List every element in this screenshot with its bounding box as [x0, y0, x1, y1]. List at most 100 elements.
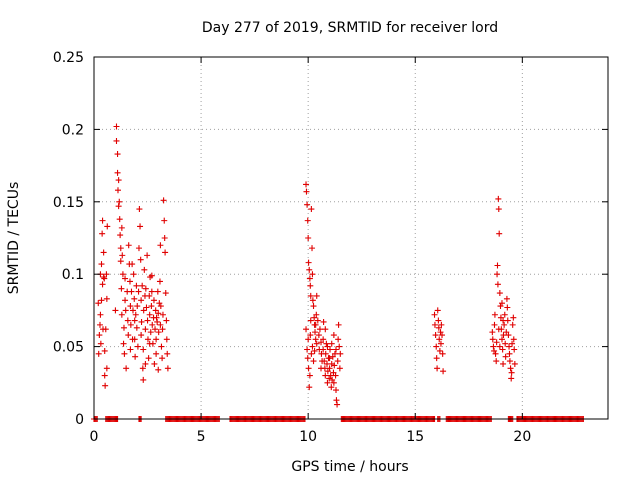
data-point: [116, 198, 123, 205]
data-point: [313, 311, 320, 318]
data-point: [153, 350, 160, 357]
data-point: [333, 346, 340, 353]
x-tick-label: 5: [197, 429, 206, 445]
data-point: [312, 329, 319, 336]
axes: 0 0.05 0.1 0.15 0.2 0.25 0 5 10 15 20: [53, 50, 609, 445]
data-point: [305, 259, 312, 266]
data-point: [505, 332, 512, 339]
data-point: [493, 358, 500, 365]
data-point: [336, 365, 343, 372]
data-point: [511, 346, 518, 353]
data-point: [303, 326, 310, 333]
data-point: [114, 151, 121, 158]
data-point: [158, 343, 165, 350]
data-point: [157, 303, 164, 310]
data-point: [122, 297, 129, 304]
data-point: [326, 365, 333, 372]
data-point: [321, 358, 328, 365]
data-points: [91, 123, 587, 422]
data-point: [307, 317, 314, 324]
data-point: [506, 343, 513, 350]
data-point: [313, 340, 320, 347]
y-tick-label: 0.25: [53, 50, 84, 66]
data-point: [97, 311, 104, 318]
data-point: [147, 329, 154, 336]
data-point: [98, 297, 105, 304]
data-point: [146, 340, 153, 347]
data-point: [120, 340, 127, 347]
data-point: [310, 358, 317, 365]
data-point: [337, 350, 344, 357]
data-point: [307, 332, 314, 339]
data-point: [125, 332, 132, 339]
data-point: [498, 300, 505, 307]
data-point: [509, 340, 516, 347]
data-point: [101, 372, 108, 379]
data-point: [501, 311, 508, 318]
data-point: [104, 223, 111, 230]
data-point: [145, 355, 152, 362]
data-point: [101, 347, 108, 354]
data-point: [308, 206, 315, 213]
data-point: [494, 262, 501, 269]
data-point: [490, 343, 497, 350]
data-point: [305, 365, 312, 372]
data-point: [323, 340, 330, 347]
data-point: [322, 372, 329, 379]
data-point: [307, 292, 314, 299]
data-point: [127, 303, 134, 310]
x-tick-label: 0: [90, 429, 99, 445]
data-point: [156, 300, 163, 307]
data-point: [334, 358, 341, 365]
data-point: [123, 365, 130, 372]
data-point: [140, 346, 147, 353]
data-point: [127, 346, 134, 353]
data-point: [328, 360, 335, 367]
data-point: [146, 311, 153, 318]
data-point: [432, 332, 439, 339]
y-tick-label: 0: [75, 412, 84, 428]
data-point: [128, 288, 135, 295]
data-point: [96, 321, 103, 328]
data-point: [434, 365, 441, 372]
data-point: [309, 271, 316, 278]
data-point: [489, 329, 496, 336]
data-point: [433, 355, 440, 362]
data-point: [489, 336, 496, 343]
data-point: [496, 230, 503, 237]
data-point: [436, 336, 443, 343]
data-point: [160, 197, 167, 204]
data-point: [144, 252, 151, 259]
data-point: [132, 311, 139, 318]
data-point: [511, 360, 518, 367]
y-tick-label: 0.1: [62, 267, 84, 283]
data-point: [152, 326, 159, 333]
data-point: [136, 206, 143, 213]
data-point: [491, 347, 498, 354]
data-point: [157, 321, 164, 328]
data-point: [500, 317, 507, 324]
data-point: [506, 350, 513, 357]
data-point: [99, 230, 106, 237]
data-point: [151, 360, 158, 367]
data-point: [152, 307, 159, 314]
data-point: [335, 321, 342, 328]
data-point: [148, 272, 155, 279]
data-point: [320, 318, 327, 325]
x-tick-label: 20: [513, 429, 531, 445]
data-point: [103, 295, 110, 302]
data-point: [499, 346, 506, 353]
data-point: [126, 278, 133, 285]
data-point: [101, 275, 108, 282]
data-point: [115, 177, 122, 184]
data-point: [491, 311, 498, 318]
data-point: [496, 343, 503, 350]
data-point: [154, 318, 161, 325]
data-point: [130, 271, 137, 278]
data-point: [142, 326, 149, 333]
plot-frame: [93, 56, 609, 420]
data-point: [154, 288, 161, 295]
data-point: [304, 217, 311, 224]
data-point: [328, 340, 335, 347]
